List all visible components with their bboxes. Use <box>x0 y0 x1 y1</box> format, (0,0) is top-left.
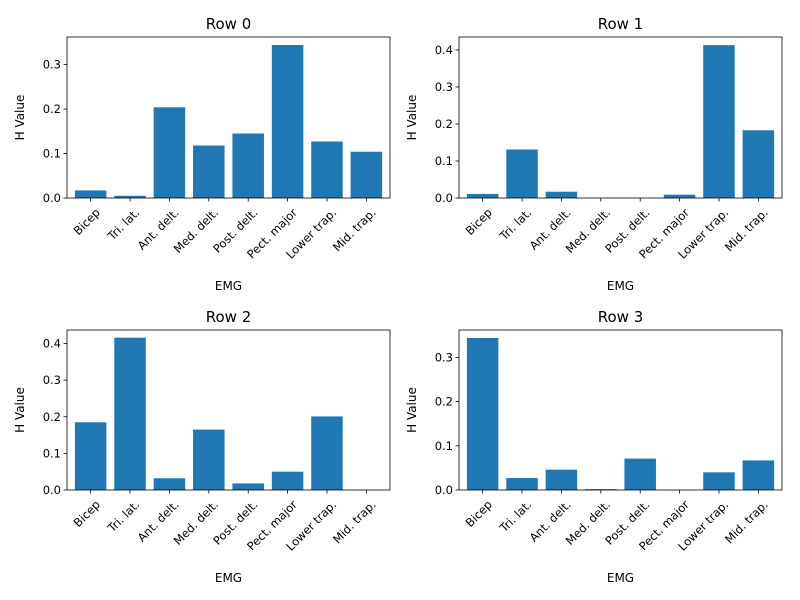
bar-6 <box>703 472 735 490</box>
axes-frame <box>66 36 391 199</box>
ytick-label-0: 0.0 <box>435 191 453 205</box>
bar-3 <box>193 145 225 198</box>
x-axis-label: EMG <box>215 571 242 585</box>
axes-frame <box>66 329 391 491</box>
x-axis-label: EMG <box>607 571 634 585</box>
bar-1 <box>506 478 538 490</box>
bar-0 <box>466 193 499 198</box>
bar-5 <box>271 471 304 490</box>
axes-frame <box>458 36 783 199</box>
x-axis-label: EMG <box>215 279 242 293</box>
ytick-label-2: 0.2 <box>43 102 61 116</box>
axes-frame <box>458 329 783 491</box>
bar-2 <box>545 469 578 490</box>
bar-1 <box>114 195 146 198</box>
ytick-label-4: 0.4 <box>435 43 453 57</box>
chart-title: Row 3 <box>598 308 644 326</box>
bar-2 <box>545 191 578 198</box>
bar-7 <box>350 151 383 198</box>
chart-title: Row 1 <box>598 15 644 33</box>
ytick-label-0: 0.0 <box>435 483 453 497</box>
bar-1 <box>506 149 538 198</box>
ytick-label-1: 0.1 <box>43 446 61 460</box>
bar-6 <box>311 141 343 198</box>
bar-6 <box>703 45 735 198</box>
ytick-label-1: 0.1 <box>43 147 61 161</box>
bar-4 <box>624 458 656 490</box>
bar-2 <box>153 107 186 198</box>
bar-5 <box>271 45 304 199</box>
bar-4 <box>232 483 264 490</box>
chart-title: Row 0 <box>206 15 252 33</box>
ytick-label-0: 0.0 <box>43 191 61 205</box>
y-axis-label: H Value <box>13 95 27 141</box>
ytick-label-2: 0.2 <box>435 117 453 131</box>
ytick-label-3: 0.3 <box>43 373 61 387</box>
ytick-label-0: 0.0 <box>43 483 61 497</box>
ytick-label-2: 0.2 <box>435 395 453 409</box>
ytick-label-3: 0.3 <box>435 80 453 94</box>
bar-5 <box>663 194 696 198</box>
bar-0 <box>466 337 499 490</box>
bar-7 <box>742 130 775 198</box>
x-axis-label: EMG <box>607 279 634 293</box>
ytick-label-2: 0.2 <box>43 410 61 424</box>
bar-4 <box>232 133 264 198</box>
bar-0 <box>74 190 107 198</box>
y-axis-label: H Value <box>405 387 419 433</box>
ytick-label-1: 0.1 <box>435 439 453 453</box>
chart-title: Row 2 <box>206 308 252 326</box>
ytick-label-4: 0.4 <box>43 337 61 351</box>
bar-3 <box>585 489 617 490</box>
bar-1 <box>114 337 146 490</box>
bar-0 <box>74 422 107 490</box>
ytick-label-3: 0.3 <box>435 350 453 364</box>
bar-3 <box>193 429 225 490</box>
y-axis-label: H Value <box>13 387 27 433</box>
bar-7 <box>742 460 775 490</box>
y-axis-label: H Value <box>405 95 419 141</box>
bar-6 <box>311 416 343 490</box>
ytick-label-1: 0.1 <box>435 154 453 168</box>
ytick-label-3: 0.3 <box>43 58 61 72</box>
bar-2 <box>153 478 186 490</box>
